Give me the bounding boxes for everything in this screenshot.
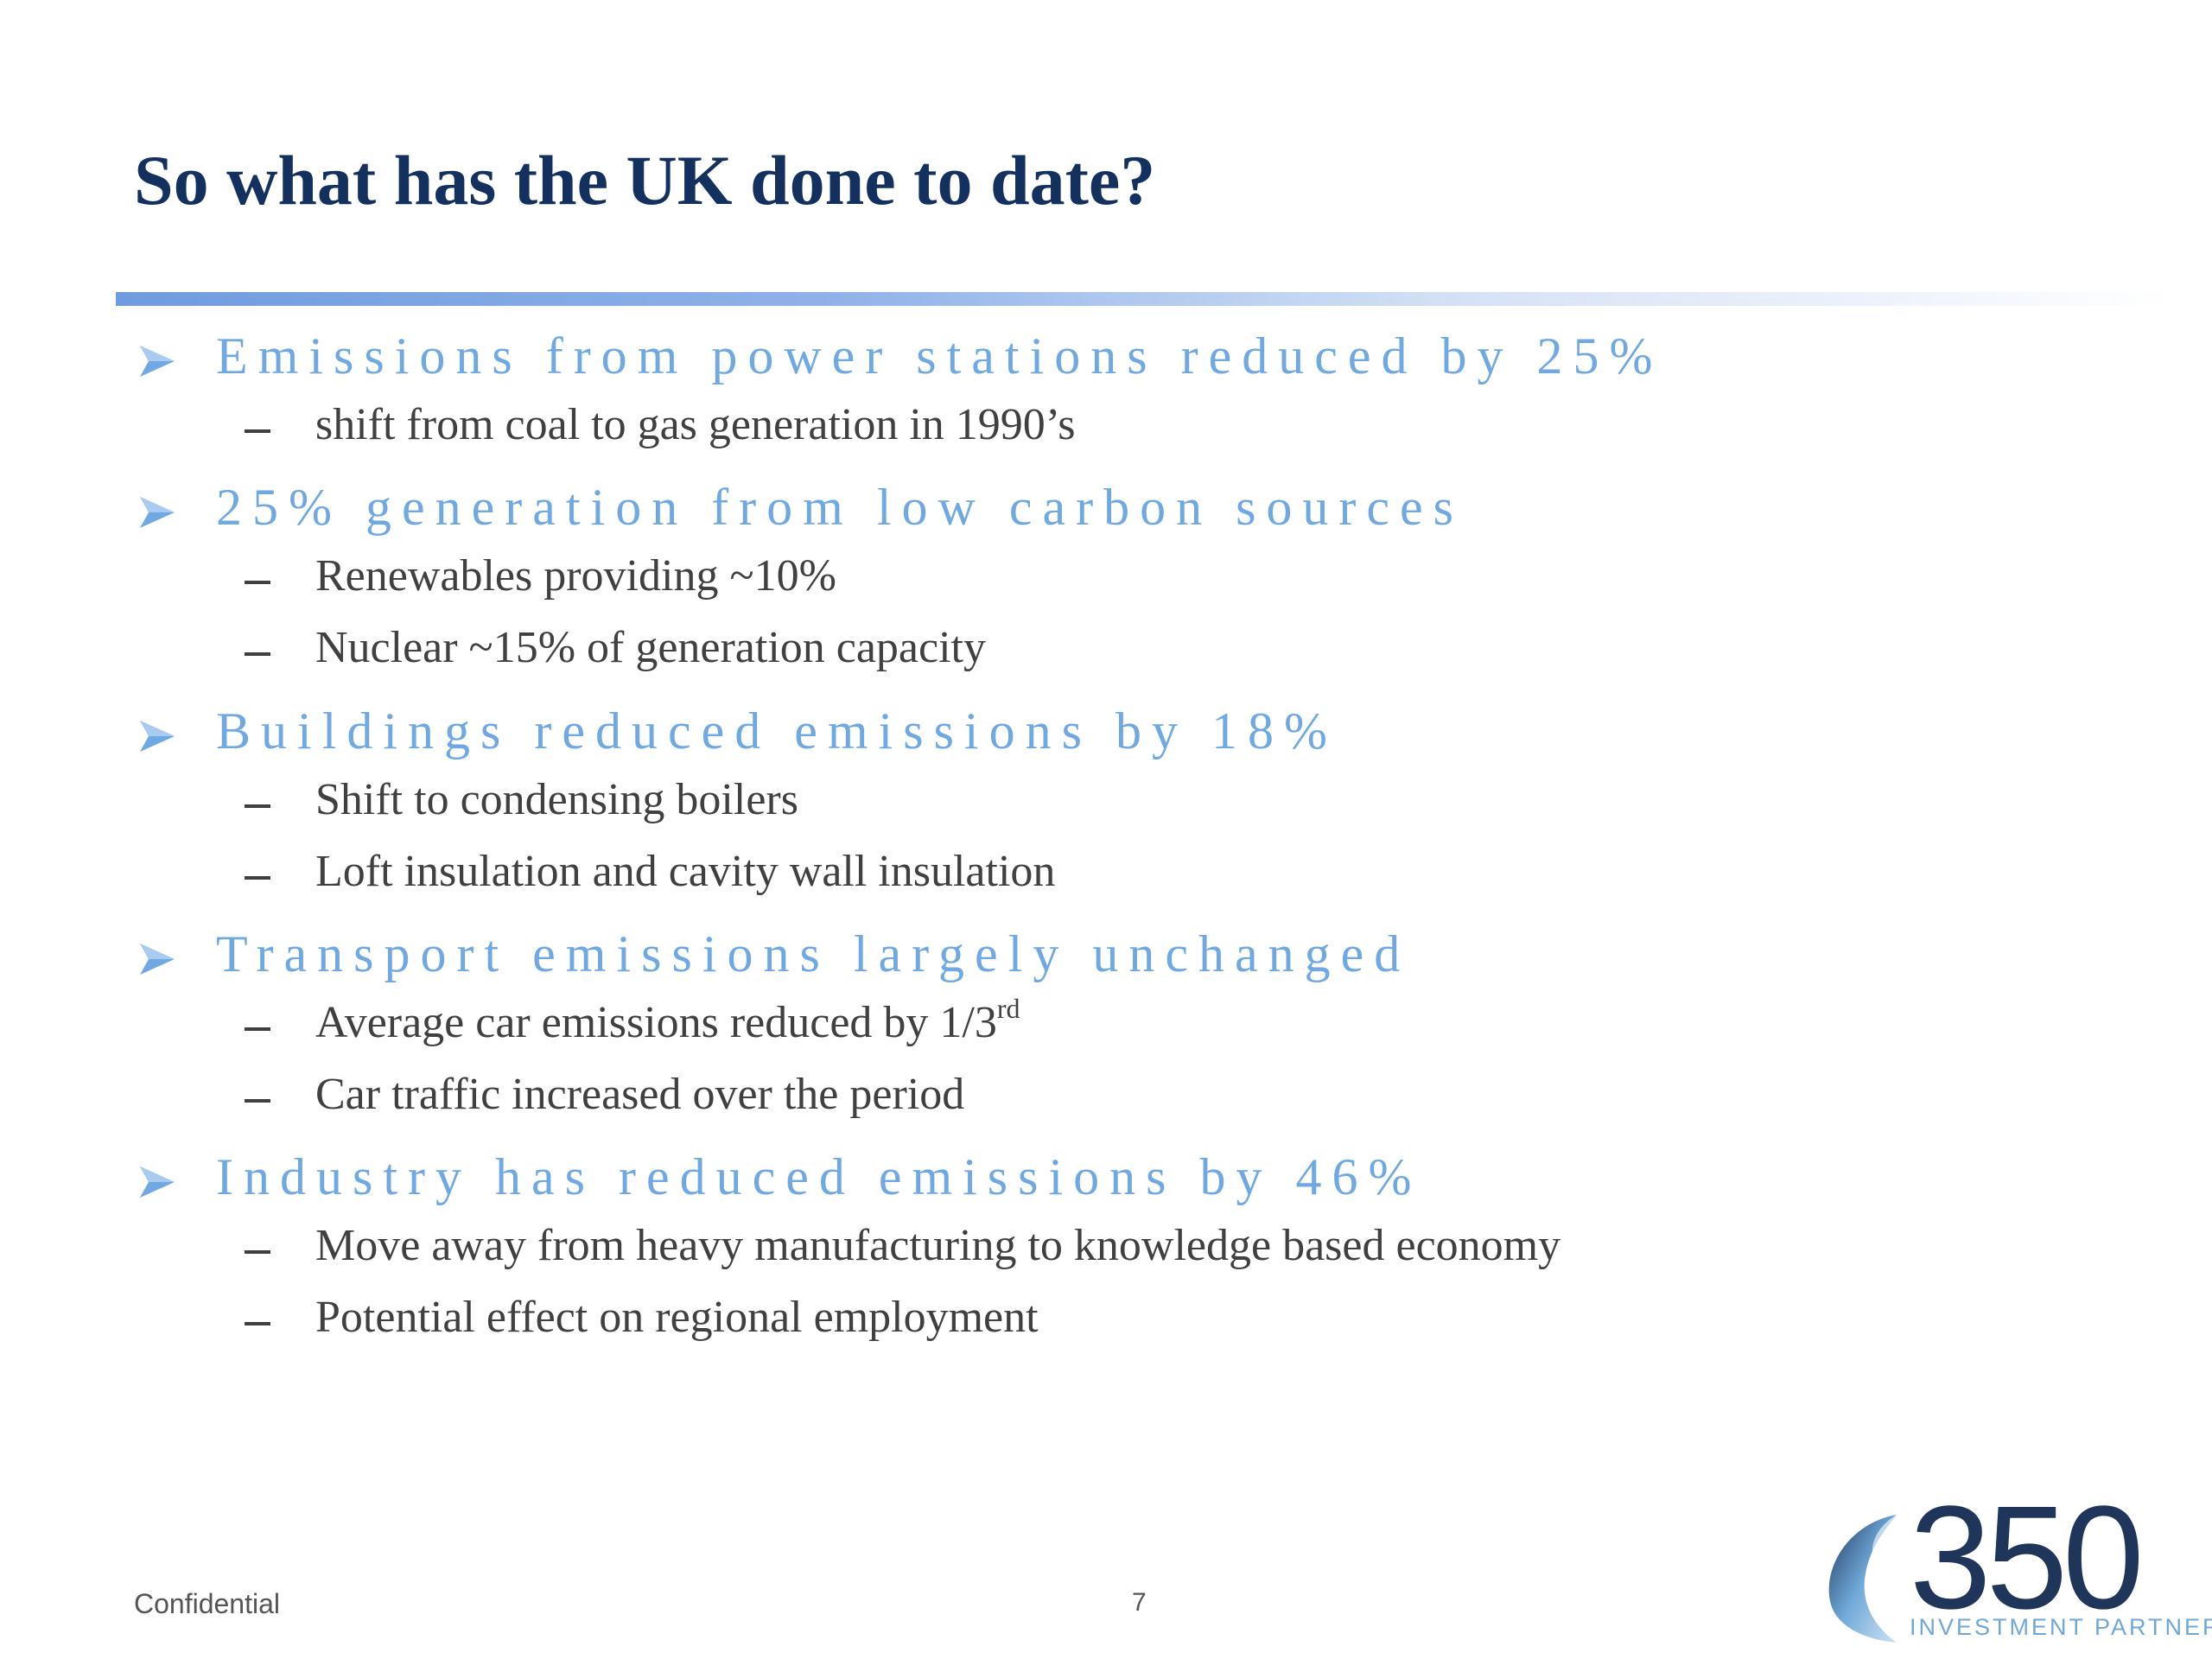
dash-bullet-icon xyxy=(245,876,270,880)
dash-bullet-icon xyxy=(245,1099,270,1103)
sub-point: Shift to condensing boilers xyxy=(315,774,798,825)
arrow-bullet-icon xyxy=(140,944,175,975)
dash-bullet-icon xyxy=(245,429,270,433)
dash-bullet-icon xyxy=(245,804,270,808)
sub-point-text: Shift to condensing boilers xyxy=(315,775,798,824)
sub-point: Potential effect on regional employment xyxy=(315,1292,1039,1343)
sub-point-text: Average car emissions reduced by 1/3 xyxy=(315,998,997,1047)
sub-point-text: Move away from heavy manufacturing to kn… xyxy=(315,1221,1561,1270)
logo-number: 350 xyxy=(1910,1476,2145,1640)
arrow-bullet-icon xyxy=(140,497,175,528)
sub-point: Average car emissions reduced by 1/3rd xyxy=(315,995,1020,1048)
sub-point-text: Renewables providing ~10% xyxy=(315,551,836,601)
section-heading: Transport emissions largely unchanged xyxy=(216,925,1411,982)
sub-point-text: Potential effect on regional employment xyxy=(315,1293,1039,1342)
sub-point-text: Loft insulation and cavity wall insulati… xyxy=(315,847,1056,896)
sub-point: Car traffic increased over the period xyxy=(315,1069,964,1120)
sub-point-text: Car traffic increased over the period xyxy=(315,1070,965,1119)
sub-point: Nuclear ~15% of generation capacity xyxy=(315,622,986,673)
arrow-bullet-icon xyxy=(140,346,175,377)
section-heading: Buildings reduced emissions by 18% xyxy=(216,702,1338,760)
footer-confidential: Confidential xyxy=(134,1588,280,1619)
arrow-bullet-icon xyxy=(140,1166,175,1198)
sub-point-text: Nuclear ~15% of generation capacity xyxy=(315,623,986,672)
section-heading: Emissions from power stations reduced by… xyxy=(216,327,1663,385)
dash-bullet-icon xyxy=(245,1027,270,1031)
dash-bullet-icon xyxy=(245,581,270,584)
sub-point: Loft insulation and cavity wall insulati… xyxy=(315,846,1055,897)
page-number: 7 xyxy=(1132,1588,1147,1617)
sub-point: Move away from heavy manufacturing to kn… xyxy=(315,1220,1560,1271)
superscript: rd xyxy=(996,992,1020,1024)
company-logo: 350 INVESTMENT PARTNERS xyxy=(1815,1484,2212,1649)
sub-point: Renewables providing ~10% xyxy=(315,550,836,601)
sub-point-text: shift from coal to gas generation in 199… xyxy=(315,400,1076,449)
section-heading: 25% generation from low carbon sources xyxy=(216,479,1465,536)
dash-bullet-icon xyxy=(245,652,270,656)
title-divider xyxy=(116,292,2172,306)
arrow-bullet-icon xyxy=(140,721,175,752)
dash-bullet-icon xyxy=(245,1322,270,1325)
section-heading: Industry has reduced emissions by 46% xyxy=(216,1148,1422,1205)
logo-swoosh-icon xyxy=(1828,1515,1897,1643)
logo-tagline: INVESTMENT PARTNERS xyxy=(1910,1614,2212,1640)
dash-bullet-icon xyxy=(245,1250,270,1254)
sub-point: shift from coal to gas generation in 199… xyxy=(315,399,1075,450)
slide-title: So what has the UK done to date? xyxy=(134,141,1156,219)
